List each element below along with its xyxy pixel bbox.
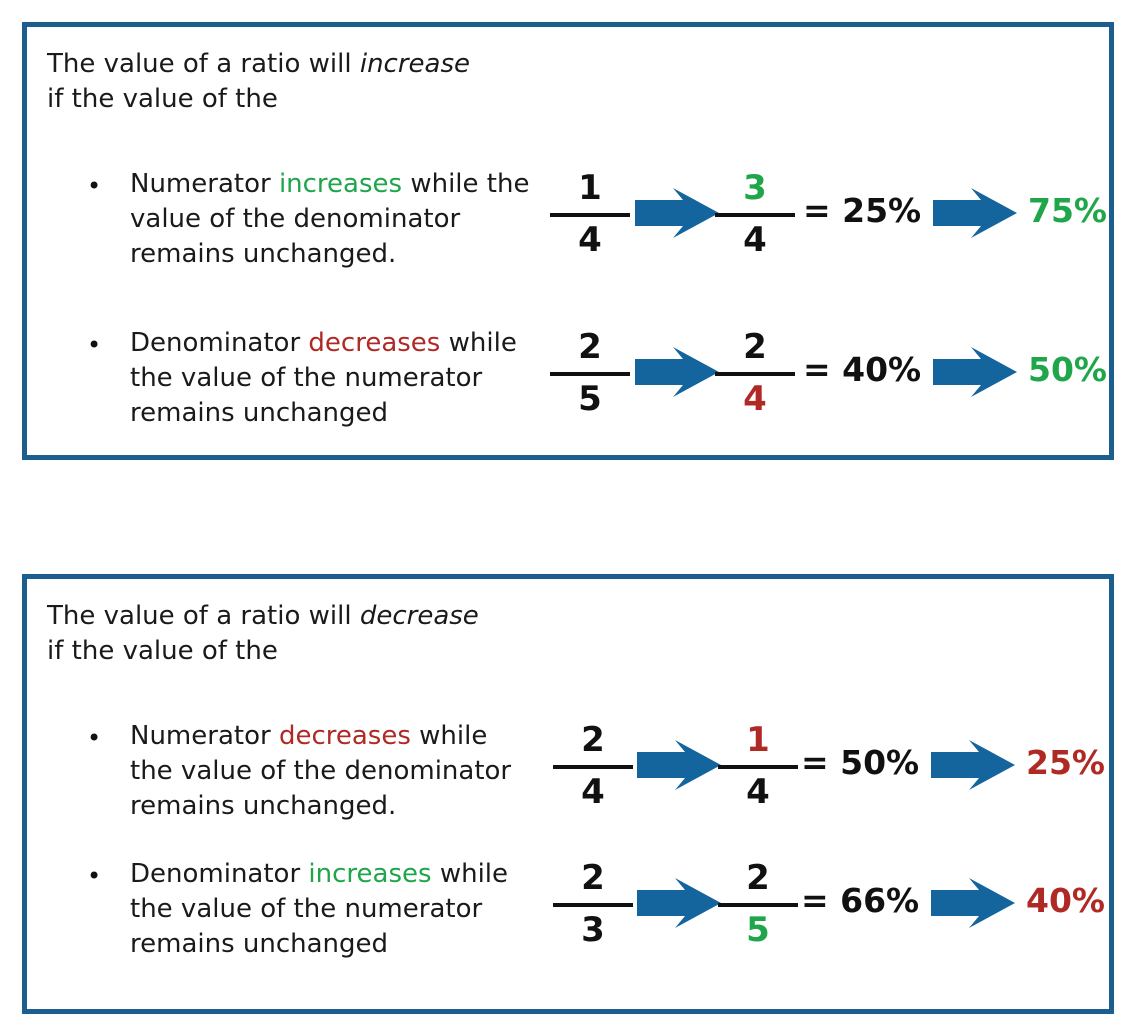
fraction-numerator: 1 [578,168,602,208]
desc-text: Denominator [130,859,309,889]
desc-text: Numerator [130,169,279,199]
right-arrow-icon [929,739,1017,791]
desc-text-rest: while the value of the numerator remains… [130,328,517,428]
heading-emphasis: decrease [359,601,479,631]
heading-line-2: if the value of the [47,636,278,666]
right-arrow-icon [931,187,1019,239]
desc-keyword: decreases [308,328,441,358]
equals-percentage: = 40% [803,350,922,389]
desc-keyword: increases [278,169,403,199]
result-percentage: 50% [1028,350,1107,389]
fraction-bar [550,213,630,217]
changed-fraction: 2 4 [715,326,795,422]
result-percentage: 40% [1026,881,1105,920]
fraction-denominator: 4 [581,772,605,812]
equals-percentage: = 50% [801,743,920,782]
fraction-numerator: 1 [746,720,770,760]
fraction-bar [553,765,633,769]
panel-heading: The value of a ratio will increase if th… [47,47,470,117]
fraction-numerator: 2 [581,720,605,760]
rule-description: Numerator decreases while the value of t… [130,719,530,824]
original-fraction: 2 4 [553,719,633,815]
fraction-denominator: 5 [578,379,602,419]
result-percentage: 75% [1028,191,1107,230]
rule-description: Numerator increases while the value of t… [130,167,530,272]
rule-description: Denominator increases while the value of… [130,857,530,962]
changed-fraction: 1 4 [718,719,798,815]
ratio-row: • Denominator decreases while the value … [27,326,1109,446]
right-arrow-icon [929,877,1017,929]
right-arrow-icon [931,346,1019,398]
ratio-row: • Numerator increases while the value of… [27,167,1109,287]
desc-keyword: decreases [278,721,411,751]
desc-text-rest: while the value of the denominator remai… [130,169,530,269]
right-arrow-icon [633,187,721,239]
bullet-point: • [87,331,102,359]
desc-text: Numerator [130,721,279,751]
right-arrow-icon [635,877,723,929]
fraction-numerator: 2 [743,327,767,367]
fraction-numerator: 3 [743,168,767,208]
original-fraction: 1 4 [550,167,630,263]
fraction-denominator: 4 [743,220,767,260]
original-fraction: 2 3 [553,857,633,953]
bullet-point: • [87,724,102,752]
fraction-bar [553,903,633,907]
equals-percentage: = 66% [801,881,920,920]
changed-fraction: 2 5 [718,857,798,953]
changed-fraction: 3 4 [715,167,795,263]
result-percentage: 25% [1026,743,1105,782]
fraction-bar [715,213,795,217]
desc-text-rest: while the value of the denominator remai… [130,721,512,821]
rule-description: Denominator decreases while the value of… [130,326,530,431]
fraction-denominator: 3 [581,910,605,950]
heading-line-2: if the value of the [47,84,278,114]
fraction-denominator: 4 [746,772,770,812]
fraction-numerator: 2 [746,858,770,898]
fraction-denominator: 4 [578,220,602,260]
heading-text: The value of a ratio will [47,601,360,631]
desc-text-rest: while the value of the numerator remains… [130,859,509,959]
heading-emphasis: increase [359,49,471,79]
bullet-point: • [87,862,102,890]
equals-percentage: = 25% [803,191,922,230]
fraction-denominator: 5 [746,910,770,950]
ratio-row: • Numerator decreases while the value of… [27,719,1109,839]
fraction-bar [550,372,630,376]
fraction-bar [718,903,798,907]
decrease-panel: The value of a ratio will decrease if th… [22,574,1114,1014]
fraction-bar [715,372,795,376]
fraction-numerator: 2 [578,327,602,367]
right-arrow-icon [635,739,723,791]
fraction-denominator: 4 [743,379,767,419]
bullet-point: • [87,172,102,200]
increase-panel: The value of a ratio will increase if th… [22,22,1114,460]
right-arrow-icon [633,346,721,398]
ratio-row: • Denominator increases while the value … [27,857,1109,977]
original-fraction: 2 5 [550,326,630,422]
desc-keyword: increases [308,859,432,889]
desc-text: Denominator [130,328,309,358]
heading-text: The value of a ratio will [47,49,360,79]
panel-heading: The value of a ratio will decrease if th… [47,599,479,669]
fraction-bar [718,765,798,769]
fraction-numerator: 2 [581,858,605,898]
